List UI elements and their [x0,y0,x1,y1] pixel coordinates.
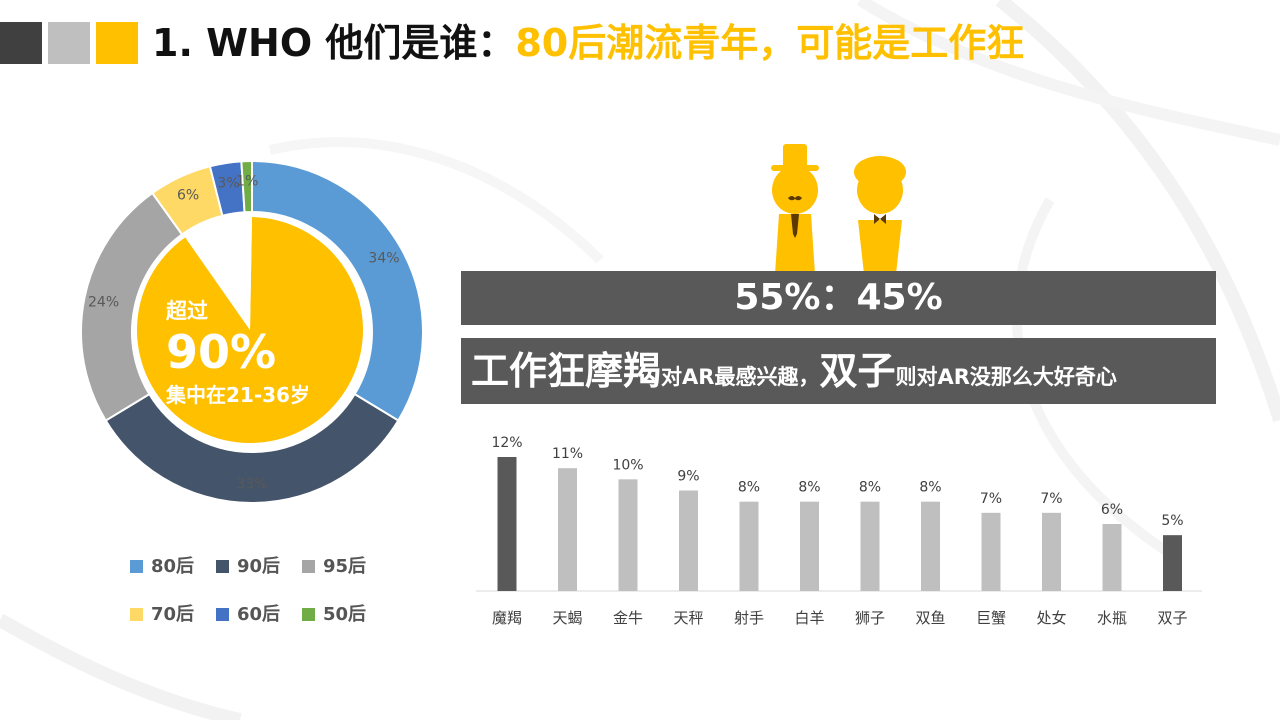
insight-part1: 工作狂摩羯 [471,349,662,393]
legend-swatch [130,608,143,621]
legend-swatch [216,560,229,573]
insight-part3: 双子 [819,349,896,393]
donut-label-4: 3% [217,175,239,191]
gender-ratio-banner: 55%：45% [461,271,1216,325]
title-highlight: 80后潮流青年，可能是工作狂 [515,21,1025,65]
insight-banner: 工作狂摩羯对AR最感兴趣，双子则对AR没那么大好奇心 [461,338,1216,404]
donut-slice-1 [104,392,400,504]
header-square-dark [0,22,42,64]
legend-item-95: 95后 [302,552,366,582]
donut-label-2: 24% [88,295,119,311]
donut-ring [80,159,424,504]
man-icon [771,144,819,274]
insight-part4: 则对AR没那么大好奇心 [895,365,1117,389]
header-square-yellow [96,22,138,64]
legend-swatch [302,608,315,621]
legend-label: 70后 [151,604,195,625]
inner-pie-slice-0 [136,217,363,443]
legend-item-70: 70后 [130,600,194,630]
donut-label-1: 33% [236,477,267,493]
age-donut-chart: 34% 33% 24% 6% 3%1% 超过 90% 集中在21-36岁 [80,159,424,504]
legend-swatch [130,560,143,573]
header: 1. WHO 他们是谁：80后潮流青年，可能是工作狂 [0,18,1280,68]
legend-label: 60后 [237,604,281,625]
donut-label-5: 1% [236,174,258,190]
page-title: 1. WHO 他们是谁：80后潮流青年，可能是工作狂 [152,18,1024,68]
center-line1: 超过 [166,299,208,323]
legend-label: 50后 [323,604,367,625]
legend-label: 80后 [151,556,195,577]
legend-item-90: 90后 [216,552,280,582]
center-line2: 90% [166,325,276,379]
people-illustration [771,144,906,274]
donut-labels: 34% 33% 24% 6% 3%1% [88,174,400,493]
inner-pie [135,215,365,445]
donut-label-3: 6% [177,188,199,204]
header-square-gray [48,22,90,64]
center-line3: 集中在21-36岁 [165,383,310,407]
inner-pie-slice-1 [185,217,253,330]
legend-item-80: 80后 [130,552,194,582]
title-prefix: 1. WHO 他们是谁： [152,21,516,65]
donut-label-0: 34% [368,251,399,267]
legend-label: 90后 [237,556,281,577]
woman-icon [854,156,906,274]
legend-swatch [302,560,315,573]
insight-part2: 对AR最感兴趣， [661,365,820,389]
legend-item-50: 50后 [302,600,366,630]
legend-swatch [216,608,229,621]
donut-slice-0 [251,159,424,422]
donut-slice-5 [240,159,253,214]
legend-label: 95后 [323,556,367,577]
legend-item-60: 60后 [216,600,280,630]
